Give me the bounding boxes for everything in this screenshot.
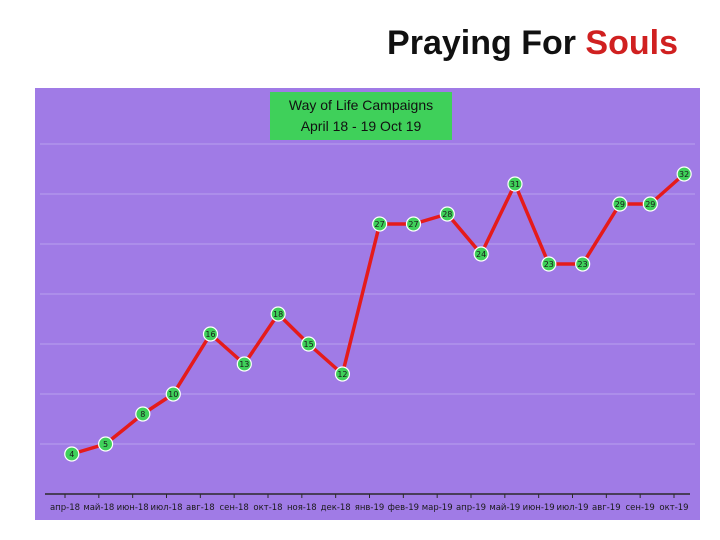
x-tick-label: апр-18 <box>50 503 80 513</box>
data-point-marker <box>473 246 489 262</box>
x-tick-label: фев-19 <box>388 503 419 513</box>
data-point-marker <box>334 366 351 382</box>
x-tick-label: янв-19 <box>355 503 385 513</box>
data-label: 29 <box>615 200 625 209</box>
data-label: 31 <box>510 180 520 189</box>
chart-title-line1: Way of Life Campaigns <box>288 97 434 113</box>
data-label: 32 <box>679 170 689 179</box>
x-tick-label: апр-19 <box>456 503 486 513</box>
data-point-marker <box>541 256 557 272</box>
data-point-marker <box>135 406 151 422</box>
x-tick-label: сен-18 <box>219 503 248 513</box>
data-label: 24 <box>476 250 486 259</box>
x-tick-label: июл-19 <box>557 503 589 513</box>
x-tick-label: мар-19 <box>422 503 453 513</box>
data-label: 8 <box>140 410 145 419</box>
x-tick-label: сен-19 <box>625 503 654 513</box>
x-tick-label: май-18 <box>83 503 114 513</box>
data-label: 29 <box>645 200 655 209</box>
slide-title: Praying For Souls <box>387 24 678 63</box>
data-label: 10 <box>168 390 178 399</box>
data-point-marker <box>97 436 114 452</box>
series-line <box>71 172 686 456</box>
data-point-marker <box>642 196 658 212</box>
data-label: 27 <box>408 220 418 229</box>
data-point-marker <box>439 206 455 222</box>
data-point-marker <box>165 386 181 402</box>
data-label: 4 <box>69 450 74 459</box>
data-point-marker <box>507 176 523 192</box>
data-point-marker <box>575 256 591 272</box>
x-tick-label: окт-18 <box>253 503 282 513</box>
data-label: 27 <box>375 220 385 229</box>
x-tick-label: окт-19 <box>659 503 688 513</box>
data-point-marker <box>64 446 80 462</box>
x-tick-label: дек-18 <box>321 503 351 513</box>
chart-title-line2: April 18 - 19 Oct 19 <box>300 118 422 134</box>
data-label: 12 <box>337 370 347 379</box>
x-tick-label: июн-18 <box>117 503 149 513</box>
x-tick-label: ноя-18 <box>287 503 317 513</box>
data-label: 13 <box>239 360 249 369</box>
data-label: 5 <box>103 440 108 449</box>
data-label: 23 <box>544 260 554 269</box>
plot-area <box>35 88 700 520</box>
data-point-marker <box>372 216 388 232</box>
data-point-marker <box>405 216 422 232</box>
data-label: 23 <box>578 260 588 269</box>
x-tick-label: июл-18 <box>151 503 183 513</box>
data-point-marker <box>202 326 219 342</box>
x-tick-label: май-19 <box>489 503 520 513</box>
x-tick-label: авг-18 <box>186 503 215 513</box>
x-tick-label: июн-19 <box>523 503 555 513</box>
data-point-marker <box>236 356 252 372</box>
data-label: 16 <box>205 330 215 339</box>
data-point-marker <box>301 336 317 352</box>
slide-title-accent: Souls <box>585 24 678 62</box>
data-label: 15 <box>304 340 314 349</box>
slide-title-main: Praying For <box>387 24 586 62</box>
chart-title: Way of Life Campaigns April 18 - 19 Oct … <box>270 92 452 140</box>
data-point-marker <box>612 196 628 212</box>
data-label: 18 <box>273 310 283 319</box>
data-point-marker <box>676 166 692 182</box>
data-label: 28 <box>442 210 452 219</box>
data-point-marker <box>270 306 286 322</box>
x-tick-label: авг-19 <box>592 503 621 513</box>
